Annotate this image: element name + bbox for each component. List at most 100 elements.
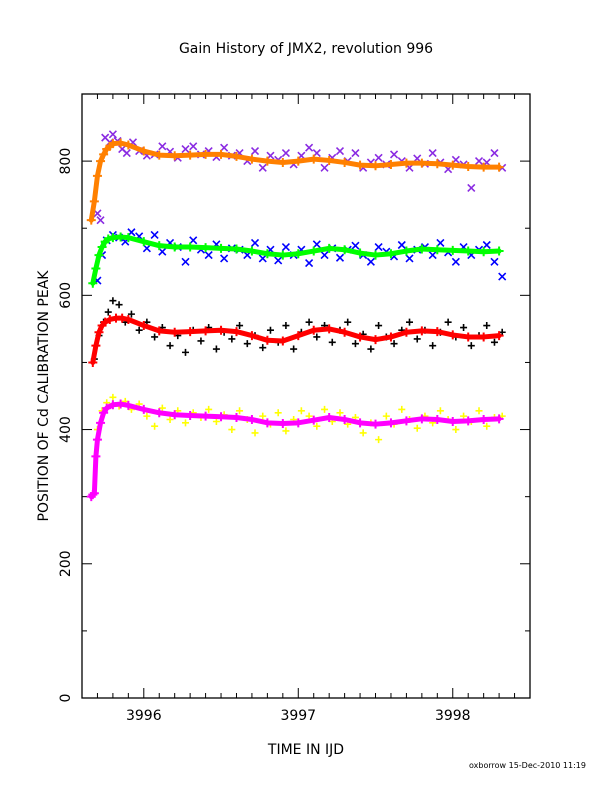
data-point — [374, 242, 383, 252]
series-2 — [93, 228, 507, 285]
data-point — [109, 393, 117, 401]
data-point — [251, 429, 259, 437]
data-point — [428, 251, 437, 260]
data-point — [274, 409, 282, 417]
data-point — [266, 326, 274, 334]
fit-curve — [88, 401, 502, 500]
data-point — [467, 183, 476, 193]
data-point — [436, 407, 444, 415]
data-point — [375, 322, 383, 330]
data-point — [413, 335, 421, 343]
footer-credit: oxborrow 15-Dec-2010 11:19 — [469, 761, 586, 770]
data-point — [282, 322, 290, 330]
data-point — [429, 342, 437, 350]
x-axis-label: TIME IN IJD — [267, 742, 344, 758]
data-point — [282, 427, 290, 435]
data-point — [151, 333, 159, 341]
data-point — [205, 405, 213, 413]
fit-curve — [88, 140, 502, 223]
data-point — [212, 345, 220, 353]
data-point — [204, 251, 213, 260]
data-point — [236, 322, 244, 330]
data-point — [96, 216, 105, 225]
data-point — [281, 242, 290, 252]
data-point — [122, 148, 131, 158]
chart-title: Gain History of JMX2, revolution 996 — [179, 41, 433, 57]
x-tick-label: 3998 — [435, 708, 471, 724]
data-point — [467, 342, 475, 350]
data-point — [398, 405, 406, 413]
data-point — [290, 345, 298, 353]
data-point — [321, 405, 329, 413]
data-point — [460, 412, 468, 420]
data-point — [490, 257, 499, 266]
data-point — [158, 142, 167, 151]
series-5 — [88, 313, 504, 367]
data-point — [151, 422, 159, 430]
series-7 — [86, 399, 504, 502]
data-point — [483, 422, 491, 430]
fit-curve — [90, 234, 502, 286]
x-axis: 3996 3997 3998 — [81, 94, 531, 724]
data-point — [313, 333, 321, 341]
x-tick-label: 3996 — [126, 708, 162, 724]
data-point — [135, 326, 143, 334]
series-1 — [86, 138, 504, 225]
data-point — [281, 148, 290, 158]
data-point — [374, 153, 383, 162]
data-point — [335, 253, 345, 262]
data-point — [228, 426, 236, 434]
data-point — [182, 348, 190, 356]
data-point — [475, 407, 483, 415]
data-point — [250, 146, 260, 156]
data-point — [452, 426, 460, 434]
y-tick-label: 400 — [58, 416, 74, 443]
series-layer — [86, 130, 507, 502]
data-point — [320, 251, 329, 260]
data-point — [406, 318, 414, 326]
data-point — [336, 409, 344, 417]
series-3 — [88, 232, 504, 288]
data-point — [390, 340, 398, 348]
data-point — [108, 130, 117, 139]
y-tick-label: 0 — [58, 694, 74, 703]
y-axis: 0 200 400 600 800 — [58, 93, 530, 703]
data-point — [444, 318, 452, 326]
data-point — [258, 254, 267, 263]
data-point — [181, 257, 190, 266]
data-point — [413, 424, 421, 432]
data-point — [460, 324, 468, 332]
data-point — [115, 301, 123, 309]
series-0 — [93, 130, 507, 225]
data-point — [143, 412, 151, 420]
data-point — [150, 230, 159, 239]
data-point — [166, 342, 174, 350]
data-point — [166, 415, 174, 423]
data-point — [451, 257, 460, 266]
data-point — [428, 148, 437, 158]
data-point — [258, 163, 267, 172]
data-point — [483, 322, 491, 330]
data-point — [305, 143, 314, 152]
data-point — [243, 340, 251, 348]
data-point — [382, 412, 390, 420]
data-point — [109, 297, 117, 305]
data-point — [320, 163, 329, 172]
data-point — [259, 344, 267, 352]
data-point — [305, 318, 313, 326]
data-point — [328, 338, 336, 346]
data-point — [104, 308, 112, 316]
data-point — [474, 157, 484, 166]
data-point — [351, 241, 360, 250]
fit-curve — [90, 315, 502, 365]
data-point — [490, 148, 499, 158]
data-point — [367, 345, 375, 353]
data-point — [189, 142, 198, 151]
y-tick-label: 800 — [58, 148, 74, 175]
data-point — [182, 419, 190, 427]
data-point — [236, 407, 244, 415]
y-tick-label: 600 — [58, 282, 74, 309]
plot-frame — [81, 93, 531, 699]
data-point — [197, 337, 205, 345]
